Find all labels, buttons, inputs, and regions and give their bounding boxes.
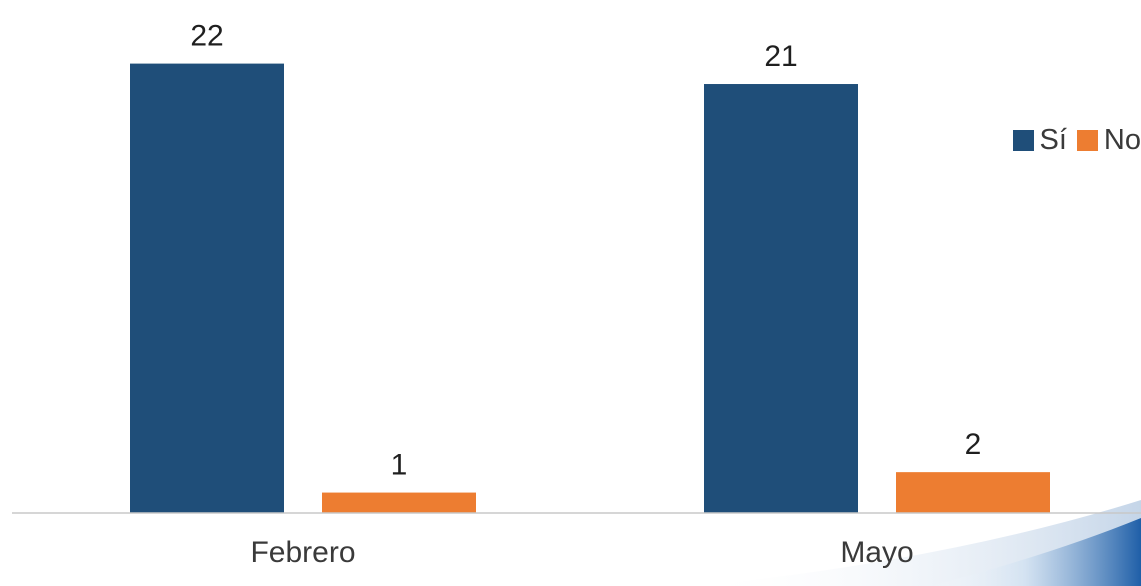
data-label-mayo-no: 2: [965, 428, 982, 461]
bar-febrero-no: [322, 492, 476, 513]
legend-label-si: Sí: [1039, 124, 1067, 156]
x-tick-label-febrero: Febrero: [250, 536, 355, 569]
legend-swatch-si: [1012, 130, 1034, 151]
legend: Sí No: [1003, 124, 1141, 157]
labels-layer: 22 1 Febrero 21 2 Mayo: [190, 20, 981, 569]
bars-layer: [130, 63, 1050, 514]
data-label-mayo-si: 21: [764, 40, 797, 73]
legend-swatch-no: [1076, 130, 1098, 151]
legend-item-no: No: [1076, 124, 1141, 157]
decorative-swoosh-accent: [930, 518, 1141, 586]
bar-mayo-no: [896, 472, 1050, 513]
bar-febrero-si: [130, 63, 284, 513]
legend-label-no: No: [1103, 124, 1141, 156]
data-label-febrero-no: 1: [391, 449, 408, 482]
bar-mayo-si: [704, 84, 858, 514]
legend-item-si: Sí: [1012, 124, 1067, 157]
data-label-febrero-si: 22: [190, 20, 223, 53]
x-tick-label-mayo: Mayo: [840, 536, 913, 569]
